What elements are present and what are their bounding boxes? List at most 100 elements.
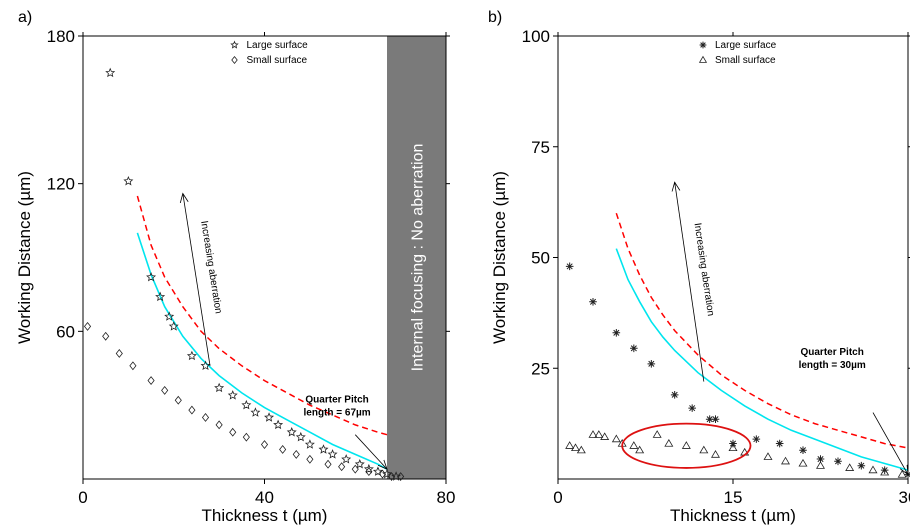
plot-frame bbox=[557, 35, 909, 480]
quarter-pitch-length: length = 67µm bbox=[304, 408, 371, 419]
legend-marker-star bbox=[230, 40, 239, 49]
x-axis-label: Thickness t (µm) bbox=[202, 506, 328, 525]
data-point-triangle bbox=[588, 430, 598, 438]
data-point-asterisk bbox=[705, 415, 714, 423]
data-point-diamond bbox=[102, 331, 110, 341]
legend-marker-asterisk bbox=[699, 41, 707, 49]
data-point-diamond bbox=[83, 321, 92, 331]
data-point-star bbox=[327, 449, 338, 459]
quarter-pitch-arrow bbox=[354, 434, 387, 469]
data-point-triangle bbox=[681, 441, 691, 449]
x-axis-label: Thickness t (µm) bbox=[670, 506, 796, 525]
y-tick-label: 50 bbox=[531, 249, 550, 268]
aberration-arrow bbox=[183, 194, 211, 366]
data-point-asterisk bbox=[630, 344, 638, 353]
model-curve-solid bbox=[615, 248, 909, 471]
data-point-asterisk bbox=[799, 446, 807, 454]
data-point-diamond bbox=[279, 445, 287, 454]
data-point-star bbox=[186, 350, 197, 361]
data-point-star bbox=[200, 360, 211, 371]
data-point-triangle bbox=[652, 430, 662, 438]
aberration-arrow bbox=[675, 182, 705, 382]
data-point-star bbox=[363, 463, 374, 474]
data-point-diamond bbox=[129, 361, 137, 371]
data-point-star bbox=[273, 419, 284, 430]
data-point-diamond bbox=[188, 405, 196, 415]
data-point-triangle bbox=[781, 456, 790, 465]
data-point-star bbox=[318, 444, 329, 454]
panel-label: b) bbox=[488, 9, 502, 26]
data-point-asterisk bbox=[612, 329, 621, 337]
data-point-triangle bbox=[576, 445, 586, 454]
data-point-diamond bbox=[161, 385, 169, 395]
data-point-star bbox=[164, 311, 175, 321]
data-point-triangle bbox=[699, 445, 709, 454]
data-point-star bbox=[304, 439, 315, 449]
data-point-triangle bbox=[611, 434, 621, 443]
data-point-triangle bbox=[565, 441, 575, 449]
data-point-diamond bbox=[242, 432, 250, 442]
data-point-asterisk bbox=[711, 415, 720, 423]
data-point-triangle bbox=[798, 458, 808, 467]
legend-entry: Large surface bbox=[247, 40, 309, 51]
data-point-asterisk bbox=[775, 439, 784, 448]
quarter-pitch-label: Quarter Pitch bbox=[800, 347, 863, 358]
x-tick-label: 15 bbox=[724, 488, 743, 507]
aberration-label: Increasing aberration bbox=[691, 222, 715, 317]
data-point-triangle bbox=[600, 432, 610, 440]
data-point-asterisk bbox=[647, 360, 656, 368]
data-point-star bbox=[241, 399, 252, 410]
chart-panel-a: Internal focusing : No aberration 0 40 80 60… bbox=[15, 9, 455, 525]
x-tick-label: 0 bbox=[553, 488, 562, 507]
data-point-diamond bbox=[292, 449, 300, 459]
data-point-star bbox=[214, 382, 225, 393]
data-point-triangle bbox=[897, 469, 907, 478]
data-point-star bbox=[295, 431, 306, 442]
data-point-star bbox=[155, 291, 166, 302]
data-point-diamond bbox=[365, 467, 373, 477]
data-point-triangle bbox=[635, 445, 645, 454]
highlight-ellipse bbox=[621, 422, 752, 469]
data-point-triangle bbox=[571, 443, 580, 452]
data-point-asterisk bbox=[589, 298, 597, 306]
data-point-diamond bbox=[338, 462, 346, 472]
data-point-star bbox=[250, 407, 261, 417]
legend-marker-triangle bbox=[698, 55, 708, 63]
quarter-pitch-label: Quarter Pitch bbox=[305, 395, 368, 406]
data-point-star bbox=[105, 67, 116, 78]
data-point-diamond bbox=[115, 349, 123, 358]
data-point-triangle bbox=[868, 465, 878, 474]
panel-label: a) bbox=[18, 9, 32, 26]
data-point-asterisk bbox=[670, 391, 679, 399]
data-point-diamond bbox=[387, 472, 396, 481]
data-point-triangle bbox=[816, 461, 825, 469]
model-curve-solid bbox=[136, 232, 388, 470]
data-point-star bbox=[354, 458, 365, 469]
x-tick-label: 40 bbox=[255, 488, 274, 507]
data-point-diamond bbox=[397, 472, 405, 481]
y-tick-label: 120 bbox=[47, 175, 75, 194]
data-point-diamond bbox=[201, 413, 210, 422]
data-point-star bbox=[286, 427, 297, 437]
data-point-diamond bbox=[324, 459, 332, 469]
data-point-triangle bbox=[880, 467, 890, 476]
data-point-diamond bbox=[229, 427, 237, 437]
y-tick-label: 75 bbox=[531, 138, 550, 157]
y-axis-label: Working Distance (µm) bbox=[15, 171, 34, 344]
y-tick-label: 25 bbox=[531, 359, 550, 378]
model-curve-dashed bbox=[615, 212, 909, 449]
y-tick-label: 180 bbox=[47, 27, 75, 46]
y-tick-label: 100 bbox=[522, 27, 550, 46]
data-point-star bbox=[264, 412, 275, 422]
legend-entry: Small surface bbox=[715, 55, 776, 66]
data-point-triangle bbox=[629, 441, 639, 449]
band-label: Internal focusing : No aberration bbox=[410, 144, 427, 372]
data-point-triangle bbox=[763, 452, 773, 460]
data-point-asterisk bbox=[752, 435, 761, 443]
quarter-pitch-arrow bbox=[872, 412, 908, 475]
data-point-diamond bbox=[260, 440, 269, 449]
data-point-diamond bbox=[351, 464, 359, 474]
data-point-triangle bbox=[594, 430, 604, 438]
x-tick-label: 0 bbox=[78, 488, 87, 507]
